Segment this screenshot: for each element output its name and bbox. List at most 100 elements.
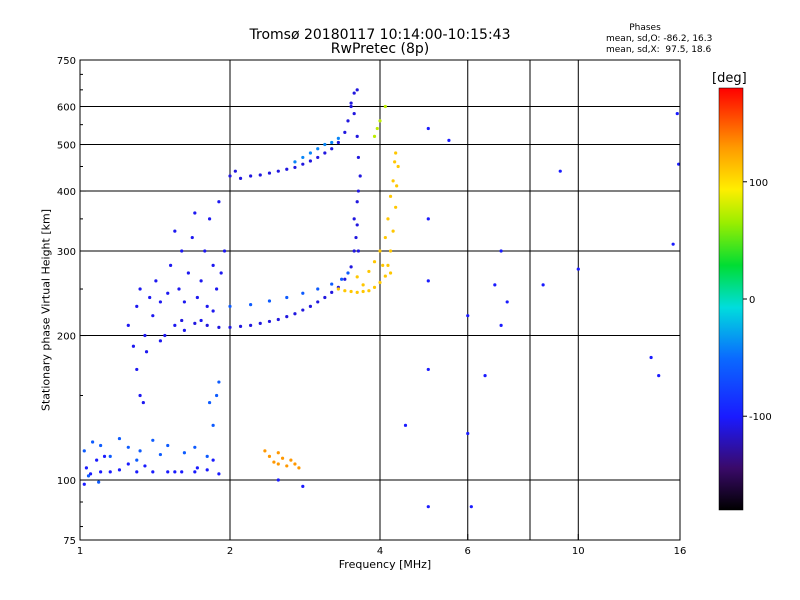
data-point [336,136,340,140]
data-point [378,249,382,253]
data-point [180,470,184,474]
data-point [349,289,353,294]
data-point [330,290,334,294]
data-point [272,460,276,464]
data-point [289,458,293,462]
data-point [203,249,207,253]
data-point [151,314,155,318]
data-point [97,480,101,484]
data-point [316,287,320,291]
data-point [205,323,209,327]
data-point [99,443,103,448]
data-point [276,478,280,482]
data-point [391,229,395,233]
data-point [166,443,170,448]
x-tick-label: 6 [465,546,471,557]
data-point [285,464,289,468]
data-point [276,169,280,173]
data-point [293,312,297,316]
data-point [361,283,365,287]
data-point [249,323,253,327]
data-point [238,324,243,328]
data-point [173,229,177,233]
data-point [343,130,347,134]
data-point [677,162,681,166]
data-point [323,151,327,155]
data-point [308,159,313,163]
data-point [173,470,177,474]
x-tick-label: 2 [227,546,233,557]
data-point [141,400,145,405]
data-point [388,271,393,275]
axes: 1 2 4 6 10 16 75 100 200 300 400 500 600 750 [57,56,686,557]
data-point [301,162,305,166]
data-points [82,88,681,509]
data-point [138,449,142,453]
data-point [393,160,397,164]
data-point [576,267,580,271]
x-axis-label: Frequency [MHz] [338,558,432,571]
data-point [469,505,473,509]
data-point [403,423,408,427]
data-point [217,380,221,384]
data-point [361,289,365,294]
data-point [558,169,562,173]
data-point [99,470,103,474]
colorbar-tick-label: -100 [749,412,772,423]
data-point [217,325,221,329]
data-point [151,438,155,442]
x-tick-label: 16 [674,546,687,557]
data-point [211,309,215,313]
data-point [367,289,371,293]
data-point [126,462,130,466]
data-point [276,462,280,466]
data-point [426,217,430,221]
data-point [249,174,253,178]
data-point [258,321,262,325]
data-point [323,142,327,147]
data-point [207,217,212,221]
data-point [82,449,86,453]
data-point [293,462,297,466]
data-point [649,355,653,360]
data-point [267,299,272,303]
data-point [102,454,107,459]
data-point [228,304,232,309]
data-point [378,119,382,123]
data-point [378,280,382,285]
data-point [297,466,301,470]
data-point [388,249,393,253]
data-point [193,211,197,215]
chart-title: Tromsø 20180117 10:14:00-10:15:43 [249,27,511,43]
data-point [308,151,313,155]
data-point [131,344,136,348]
data-point [336,287,340,291]
data-point [301,155,305,160]
data-point [330,282,334,286]
data-point [190,235,194,240]
data-point [355,223,359,227]
data-point [217,472,221,476]
data-point [354,235,358,240]
data-point [117,468,122,472]
data-point [293,160,297,164]
data-point [426,505,430,509]
data-point [158,300,163,304]
data-point [426,279,430,283]
data-point [135,367,139,372]
data-point [396,164,400,169]
data-point [135,458,139,462]
data-point [82,482,86,486]
data-point [211,423,215,427]
data-point [199,318,203,323]
y-tick-label: 100 [57,476,76,487]
data-point [228,174,232,178]
data-point [138,393,142,398]
x-tick-label: 1 [77,546,83,557]
data-point [228,325,232,329]
data-point [126,445,130,449]
data-point [249,302,253,307]
data-point [154,279,158,283]
data-point [217,200,221,204]
data-point [372,134,377,138]
